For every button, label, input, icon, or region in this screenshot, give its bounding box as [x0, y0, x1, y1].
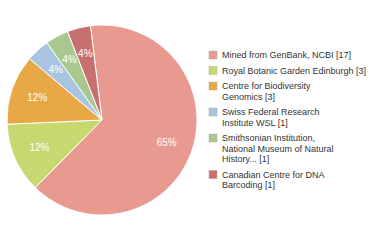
legend: Mined from GenBank, NCBI [17] Royal Botan…	[209, 50, 366, 190]
legend-item: Smithsonian Institution,National Museum …	[209, 133, 334, 164]
legend-swatch	[209, 134, 217, 142]
chart: 65%12%12%4%4%4%Mined from GenBank, NCBI …	[0, 0, 380, 240]
data-label: 12%	[29, 142, 49, 153]
pie-slice	[7, 120, 102, 188]
data-label: 65%	[157, 137, 177, 148]
legend-label: Swiss Federal ResearchInstitute WSL [1]	[222, 107, 320, 128]
legend-label: Royal Botanic Garden Edinburgh [3]	[222, 66, 366, 76]
legend-item: Canadian Centre for DNABarcoding [1]	[209, 170, 325, 191]
pie	[7, 25, 197, 215]
pie-slice	[68, 26, 102, 120]
data-label: 12%	[27, 92, 47, 103]
legend-item: Swiss Federal ResearchInstitute WSL [1]	[209, 107, 320, 128]
legend-label: Centre for BiodiversityGenomics [3]	[222, 81, 311, 102]
data-label: 4%	[62, 54, 77, 65]
legend-label: Smithsonian Institution,National Museum …	[222, 133, 334, 164]
legend-swatch	[209, 108, 217, 116]
data-labels: 65%12%12%4%4%4%	[27, 48, 177, 153]
legend-item: Centre for BiodiversityGenomics [3]	[209, 81, 311, 102]
data-label: 4%	[78, 48, 93, 59]
legend-item: Royal Botanic Garden Edinburgh [3]	[209, 66, 366, 76]
legend-label: Mined from GenBank, NCBI [17]	[222, 50, 351, 60]
legend-swatch	[209, 171, 217, 179]
legend-item: Mined from GenBank, NCBI [17]	[209, 50, 351, 60]
legend-swatch	[209, 51, 217, 59]
legend-label: Canadian Centre for DNABarcoding [1]	[222, 170, 325, 191]
legend-swatch	[209, 82, 217, 90]
legend-swatch	[209, 67, 217, 75]
data-label: 4%	[48, 64, 63, 75]
